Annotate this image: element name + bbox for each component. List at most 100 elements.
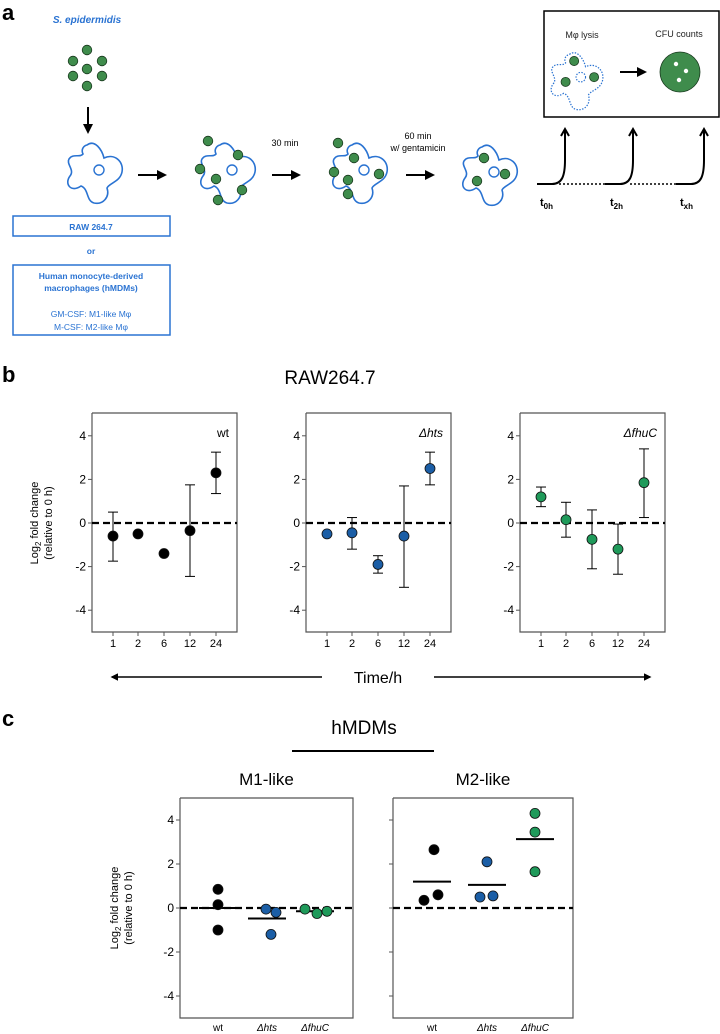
x-tick-label: Δhts bbox=[256, 1023, 277, 1034]
y-tick-label: 2 bbox=[293, 472, 300, 486]
y-tick-label: -2 bbox=[75, 560, 86, 574]
y-axis-label-b: Log2 fold change bbox=[29, 482, 43, 565]
t2h-label: t2h bbox=[610, 197, 623, 211]
y-tick-label: 0 bbox=[79, 516, 86, 530]
strain-label: Δhts bbox=[418, 426, 443, 440]
y-tick-label: 2 bbox=[507, 472, 514, 486]
data-point bbox=[432, 889, 444, 901]
timeline bbox=[537, 126, 709, 185]
y-tick-label: 0 bbox=[293, 516, 300, 530]
x-tick-label: wt bbox=[212, 1023, 223, 1034]
data-point bbox=[212, 899, 224, 911]
subplot-title: M2-like bbox=[456, 770, 511, 789]
m-csf-label: M-CSF: M2-like Mφ bbox=[54, 322, 128, 332]
x-tick-label: 1 bbox=[324, 638, 330, 650]
t0h-label: t0h bbox=[540, 197, 553, 211]
y-tick-label: -4 bbox=[289, 603, 300, 617]
x-tick-label: ΔfhuC bbox=[520, 1023, 550, 1034]
plot-frame bbox=[179, 797, 354, 1019]
data-point bbox=[474, 891, 486, 903]
data-point bbox=[424, 463, 436, 474]
x-tick-label: 2 bbox=[563, 638, 569, 650]
data-point bbox=[132, 528, 144, 540]
y-tick-label: 2 bbox=[167, 857, 174, 871]
data-point bbox=[212, 883, 224, 895]
cfu-plate-icon bbox=[659, 51, 701, 93]
panel-c-charts: M1-like 4 2 0 -2 -4 wt Δhts ΔfhuC M2-like wt Δhts Δf… bbox=[163, 770, 574, 1034]
panel-label-b: b bbox=[2, 362, 15, 387]
y-tick-label: -4 bbox=[163, 989, 174, 1003]
data-point bbox=[529, 808, 541, 819]
data-point bbox=[535, 491, 547, 503]
data-point bbox=[321, 905, 333, 917]
x-tick-label: 24 bbox=[210, 638, 222, 650]
plot-frame bbox=[91, 412, 238, 633]
y-tick-label: 0 bbox=[507, 516, 514, 530]
data-point bbox=[529, 866, 541, 878]
step-30min-label: 30 min bbox=[271, 138, 298, 148]
y-tick-label: -4 bbox=[75, 603, 86, 617]
chart-m2-like: M2-like wt Δhts ΔfhuC bbox=[389, 770, 574, 1034]
txh-label: txh bbox=[680, 197, 693, 211]
strain-label: wt bbox=[216, 426, 230, 440]
y-tick-label: -2 bbox=[163, 945, 174, 959]
bacteria-cluster bbox=[67, 44, 108, 92]
panel-label-c: c bbox=[2, 706, 14, 731]
data-point bbox=[612, 543, 624, 555]
plot-frame bbox=[305, 412, 452, 633]
data-point bbox=[212, 924, 224, 936]
data-point bbox=[529, 826, 541, 838]
macrophage-with-bacteria bbox=[328, 137, 389, 205]
x-tick-label: 12 bbox=[398, 638, 410, 650]
data-point bbox=[638, 477, 650, 489]
y-tick-label: 4 bbox=[167, 813, 174, 827]
y-tick-label: -2 bbox=[503, 560, 514, 574]
plot-frame bbox=[519, 412, 666, 633]
time-axis-label: Time/h bbox=[354, 670, 402, 687]
x-tick-label: 1 bbox=[110, 638, 116, 650]
data-point bbox=[372, 559, 384, 570]
y-tick-label: 4 bbox=[507, 429, 514, 443]
data-point bbox=[481, 856, 493, 868]
organism-label: S. epidermidis bbox=[53, 15, 122, 26]
strain-label: ΔfhuC bbox=[623, 426, 658, 440]
x-tick-label: Δhts bbox=[476, 1023, 497, 1034]
data-point bbox=[418, 894, 430, 906]
data-point bbox=[299, 903, 311, 915]
data-point bbox=[107, 530, 119, 542]
hmdm-label-2: macrophages (hMDMs) bbox=[44, 283, 138, 293]
lysis-label: Mφ lysis bbox=[565, 30, 599, 40]
y-tick-label: -4 bbox=[503, 603, 514, 617]
data-point bbox=[270, 907, 282, 918]
raw-label: RAW 264.7 bbox=[69, 222, 113, 232]
data-point bbox=[398, 530, 410, 542]
subplot-title: M1-like bbox=[239, 770, 294, 789]
x-tick-label: 2 bbox=[349, 638, 355, 650]
plot-frame bbox=[392, 797, 574, 1019]
step-60min-label: 60 min bbox=[404, 131, 431, 141]
data-point bbox=[210, 467, 222, 479]
x-tick-label: ΔfhuC bbox=[300, 1023, 330, 1034]
gm-csf-label: GM-CSF: M1-like Mφ bbox=[51, 309, 132, 319]
macrophage-with-bacteria bbox=[194, 135, 257, 206]
data-point bbox=[184, 525, 196, 537]
x-tick-label: wt bbox=[426, 1023, 437, 1034]
y-axis-label-c-line2: (relative to 0 h) bbox=[123, 871, 135, 944]
raw-box bbox=[12, 215, 171, 237]
x-tick-label: 12 bbox=[184, 638, 196, 650]
data-point bbox=[321, 528, 333, 540]
data-point bbox=[487, 890, 499, 902]
macrophage-internalized-bacteria bbox=[461, 144, 519, 207]
panel-label-a: a bbox=[2, 0, 15, 25]
y-tick-label: 4 bbox=[79, 429, 86, 443]
x-tick-label: 6 bbox=[375, 638, 381, 650]
chart-m1-like: M1-like 4 2 0 -2 -4 wt Δhts ΔfhuC bbox=[163, 770, 354, 1034]
panel-b-title: RAW264.7 bbox=[284, 368, 375, 389]
or-label: or bbox=[87, 246, 96, 256]
y-tick-label: 4 bbox=[293, 429, 300, 443]
x-tick-label: 6 bbox=[161, 638, 167, 650]
